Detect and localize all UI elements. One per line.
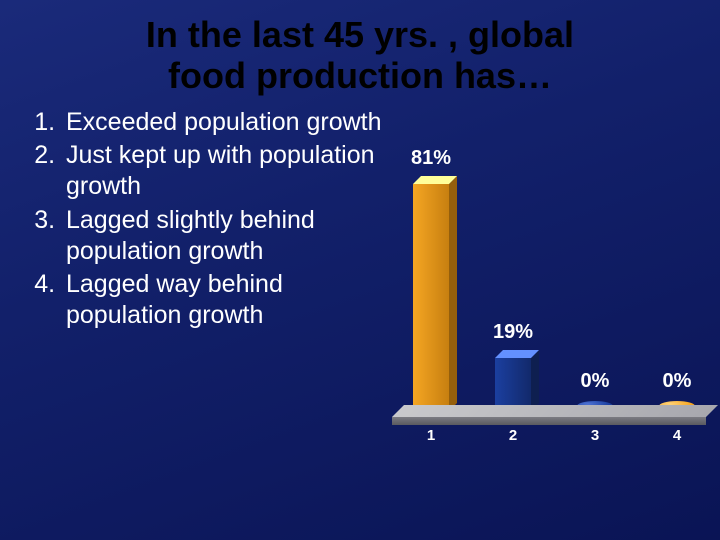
- title-line-2: food production has…: [40, 55, 680, 96]
- answer-item: Exceeded population growth: [62, 107, 398, 138]
- xaxis-label: 4: [648, 427, 706, 444]
- bar-slot: 19%: [484, 358, 542, 411]
- title-line-1: In the last 45 yrs. , global: [40, 14, 680, 55]
- bar-chart: 81%19%0%0% 1234: [398, 107, 700, 447]
- bar-value-label: 81%: [381, 147, 481, 170]
- answer-ol: Exceeded population growth Just kept up …: [28, 107, 398, 332]
- chart-plot: 81%19%0%0%: [398, 131, 700, 411]
- answer-item: Just kept up with population growth: [62, 140, 398, 203]
- chart-xaxis: 1234: [398, 427, 700, 447]
- slide-title: In the last 45 yrs. , global food produc…: [0, 0, 720, 97]
- answer-item: Lagged way behind population growth: [62, 269, 398, 332]
- xaxis-label: 3: [566, 427, 624, 444]
- slide: In the last 45 yrs. , global food produc…: [0, 0, 720, 540]
- bar-slot: 81%: [402, 184, 460, 411]
- bar-value-label: 19%: [463, 321, 563, 344]
- xaxis-label: 1: [402, 427, 460, 444]
- answer-item: Lagged slightly behind population growth: [62, 205, 398, 268]
- content-row: Exceeded population growth Just kept up …: [0, 97, 720, 447]
- bar-value-label: 0%: [627, 370, 720, 393]
- xaxis-label: 2: [484, 427, 542, 444]
- chart-floor: [392, 405, 706, 425]
- answer-list: Exceeded population growth Just kept up …: [20, 107, 398, 447]
- bar: [413, 184, 449, 411]
- bar: [495, 358, 531, 411]
